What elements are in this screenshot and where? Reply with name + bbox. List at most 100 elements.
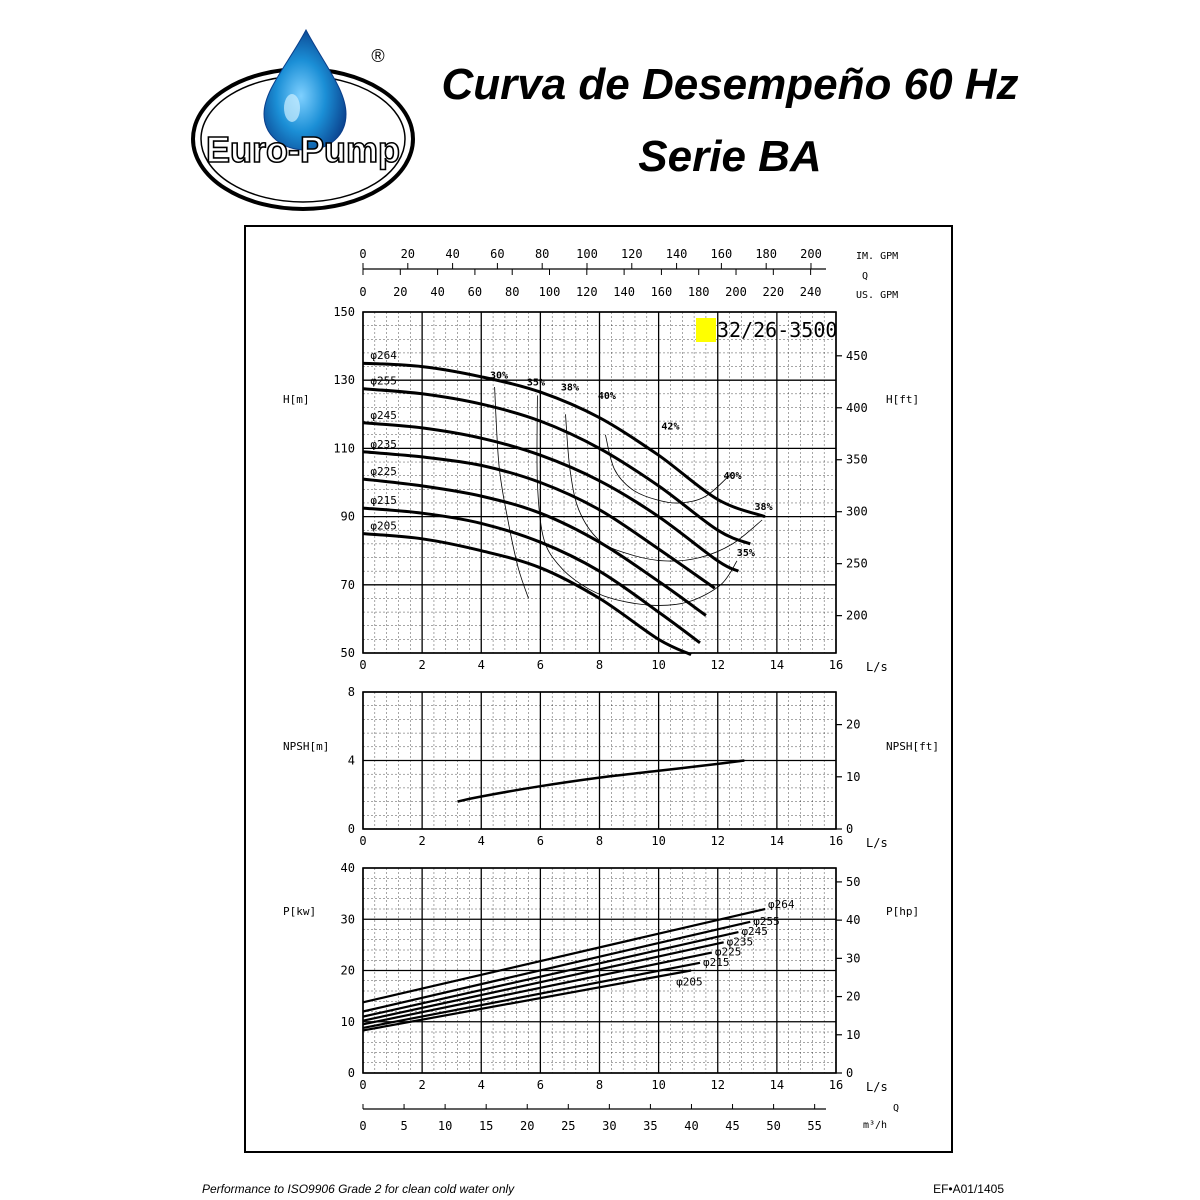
m3h-tick-label: 0 bbox=[359, 1119, 366, 1133]
x-tick-label: 10 bbox=[651, 1078, 665, 1092]
impeller-curve bbox=[362, 477, 707, 617]
efficiency-label: 35% bbox=[527, 377, 545, 388]
impeller-curve bbox=[362, 421, 740, 573]
y-tick-label-left: 70 bbox=[341, 578, 355, 592]
impeller-curve bbox=[362, 450, 716, 590]
m3h-tick-label: 15 bbox=[479, 1119, 493, 1133]
us-gpm-tick-label: 60 bbox=[468, 285, 482, 299]
impeller-label: φ255 bbox=[370, 375, 397, 388]
efficiency-curve bbox=[536, 395, 738, 606]
y-tick-label-right: 20 bbox=[846, 990, 860, 1004]
npsh-panel: 0 2 4 6 8 10 12 14 16 L/s 0 4 8 0 10 20 NPSH[m] NPSH[ft] bbox=[283, 685, 939, 850]
x-tick-label: 2 bbox=[419, 658, 426, 672]
top-flow-axis: 0 20 40 60 80 100 120 140 160 180 200 0 20 40 60 80 100 1… bbox=[359, 247, 898, 301]
x-tick-label: 14 bbox=[770, 834, 784, 848]
x-tick-label: 10 bbox=[651, 658, 665, 672]
imp-gpm-tick-label: 80 bbox=[535, 247, 549, 261]
imp-gpm-tick-label: 180 bbox=[755, 247, 777, 261]
imp-gpm-tick-label: 100 bbox=[576, 247, 598, 261]
x-tick-label: 6 bbox=[537, 1078, 544, 1092]
npsh-curve bbox=[457, 759, 745, 803]
y-tick-label-right: 400 bbox=[846, 401, 868, 415]
y-tick-label-right: 10 bbox=[846, 770, 860, 784]
impeller-label: φ205 bbox=[370, 520, 397, 533]
y-tick-label-right: 30 bbox=[846, 951, 860, 965]
x-tick-label: 8 bbox=[596, 658, 603, 672]
y-tick-label-left: 130 bbox=[333, 373, 355, 387]
us-gpm-tick-label: 200 bbox=[725, 285, 747, 299]
impeller-label: φ215 bbox=[370, 494, 397, 507]
imp-gpm-tick-label: 200 bbox=[800, 247, 822, 261]
m3h-tick-label: 45 bbox=[725, 1119, 739, 1133]
y-tick-label-right: 450 bbox=[846, 349, 868, 363]
imp-gpm-tick-label: 160 bbox=[711, 247, 733, 261]
y-axis-label-left: P[kw] bbox=[283, 905, 316, 918]
efficiency-label: 40% bbox=[724, 471, 742, 482]
impeller-label: φ245 bbox=[370, 409, 397, 422]
us-gpm-tick-label: 20 bbox=[393, 285, 407, 299]
power-curve bbox=[362, 951, 713, 1026]
model-highlight bbox=[696, 318, 716, 342]
y-tick-label-left: 20 bbox=[341, 964, 355, 978]
us-gpm-tick-label: 120 bbox=[576, 285, 598, 299]
y-axis-label-right: P[hp] bbox=[886, 905, 919, 918]
x-tick-label: 4 bbox=[478, 1078, 485, 1092]
imp-gpm-tick-label: 20 bbox=[401, 247, 415, 261]
head-plot-border bbox=[362, 311, 837, 654]
us-gpm-label: US. GPM bbox=[856, 290, 898, 301]
power-curve-label: φ225 bbox=[715, 946, 742, 959]
chart-frame: 0 2 4 6 8 10 12 14 16 L/s 50 70 90 110 130 150 200 250 300… bbox=[244, 225, 953, 1153]
power-curve-label: φ255 bbox=[753, 915, 780, 928]
bottom-flow-axis: 0 5 10 15 20 25 30 35 40 45 50 55 Qm³/h bbox=[359, 1103, 899, 1133]
y-tick-label-right: 0 bbox=[846, 1066, 853, 1080]
x-tick-label: 14 bbox=[770, 658, 784, 672]
efficiency-label: 42% bbox=[661, 422, 679, 433]
x-tick-label: 0 bbox=[359, 834, 366, 848]
imp-gpm-tick-label: 0 bbox=[359, 247, 366, 261]
power-curve-label: φ205 bbox=[676, 976, 703, 989]
power-curve-label: φ245 bbox=[741, 925, 768, 938]
y-tick-label-left: 4 bbox=[348, 754, 355, 768]
footer-code: EF•A01/1405 bbox=[933, 1182, 1004, 1196]
efficiency-curve bbox=[494, 386, 529, 599]
euro-pump-logo: Euro-Pump ® bbox=[188, 24, 418, 214]
y-tick-label-right: 10 bbox=[846, 1028, 860, 1042]
y-axis-label-left: H[m] bbox=[283, 393, 310, 406]
x-tick-label: 16 bbox=[829, 658, 843, 672]
x-tick-label: 8 bbox=[596, 1078, 603, 1092]
y-tick-label-right: 20 bbox=[846, 718, 860, 732]
y-tick-label-left: 150 bbox=[333, 305, 355, 319]
power-curve bbox=[362, 961, 701, 1029]
m3h-tick-label: 35 bbox=[643, 1119, 657, 1133]
y-tick-label-right: 50 bbox=[846, 875, 860, 889]
m3h-tick-label: 20 bbox=[520, 1119, 534, 1133]
x-axis-label: L/s bbox=[866, 660, 888, 674]
imp-gpm-label: IM. GPM bbox=[856, 251, 898, 262]
power-curve bbox=[362, 930, 739, 1018]
y-tick-label-left: 0 bbox=[348, 822, 355, 836]
y-tick-label-left: 30 bbox=[341, 912, 355, 926]
x-tick-label: 2 bbox=[419, 834, 426, 848]
y-tick-label-right: 300 bbox=[846, 505, 868, 519]
power-plot-border bbox=[362, 867, 837, 1074]
power-curve bbox=[362, 969, 692, 1032]
m3h-tick-label: 25 bbox=[561, 1119, 575, 1133]
efficiency-label: 40% bbox=[598, 391, 616, 402]
power-panel: 0 2 4 6 8 10 12 14 16 L/s 0 10 20 30 40 0 10 20 30 40 50 P[kw… bbox=[283, 861, 919, 1094]
y-axis-label-left: NPSH[m] bbox=[283, 740, 329, 753]
impeller-curve bbox=[362, 387, 751, 546]
impeller-curve bbox=[362, 532, 692, 657]
m3h-tick-label: 5 bbox=[400, 1119, 407, 1133]
us-gpm-tick-label: 180 bbox=[688, 285, 710, 299]
efficiency-label: 38% bbox=[561, 382, 579, 393]
us-gpm-tick-label: 220 bbox=[762, 285, 784, 299]
x-tick-label: 6 bbox=[537, 834, 544, 848]
footer-note: Performance to ISO9906 Grade 2 for clean… bbox=[202, 1182, 515, 1196]
registered-mark: ® bbox=[371, 46, 384, 66]
x-tick-label: 4 bbox=[478, 658, 485, 672]
y-tick-label-left: 50 bbox=[341, 646, 355, 660]
y-tick-label-left: 10 bbox=[341, 1015, 355, 1029]
imp-gpm-tick-label: 140 bbox=[666, 247, 688, 261]
us-gpm-tick-label: 100 bbox=[539, 285, 561, 299]
us-gpm-tick-label: 160 bbox=[651, 285, 673, 299]
